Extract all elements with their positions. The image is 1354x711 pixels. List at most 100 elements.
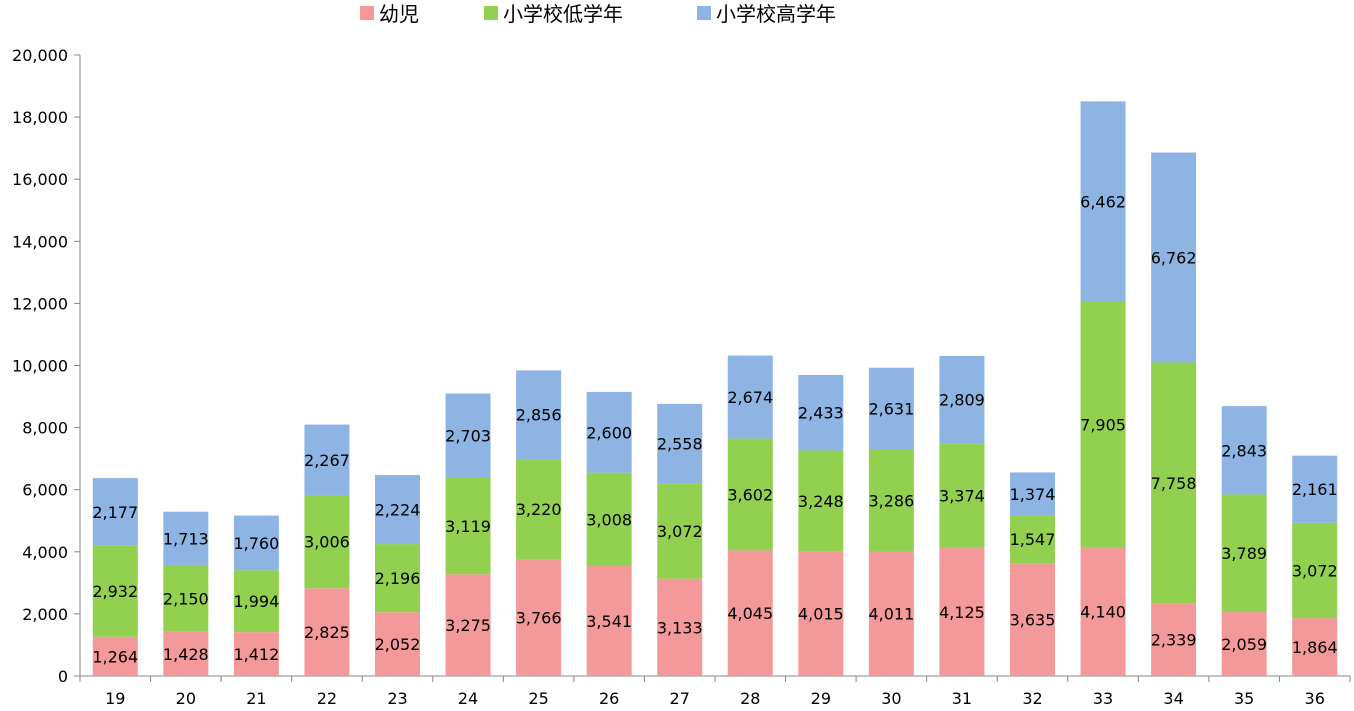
- bar-segment-1: [939, 547, 985, 676]
- data-label: 3,119: [445, 517, 491, 536]
- y-tick-label: 0: [58, 667, 68, 686]
- data-label: 3,766: [516, 609, 562, 628]
- data-label: 4,045: [727, 604, 773, 623]
- bar-segment-2: [939, 443, 985, 548]
- data-label: 1,864: [1292, 638, 1338, 657]
- data-label: 1,264: [92, 647, 138, 666]
- bar-segment-2: [586, 472, 632, 567]
- bar-segment-1: [92, 636, 138, 676]
- data-label: 6,462: [1080, 193, 1126, 212]
- x-tick-label: 29: [811, 689, 831, 708]
- data-label: 6,762: [1151, 249, 1197, 268]
- bar-segment-3: [586, 391, 632, 473]
- data-label: 1,412: [233, 645, 279, 664]
- x-tick-label: 27: [670, 689, 690, 708]
- data-label: 2,809: [939, 391, 985, 410]
- x-axis: 19 20 21 22 23 24 25 26 27 28 29 30 31 32 33 34 35 36: [79, 675, 1351, 708]
- data-label: 3,006: [304, 533, 350, 552]
- bar-segment-2: [868, 449, 914, 552]
- bar-segment-1: [586, 566, 632, 676]
- data-label: 1,428: [163, 645, 209, 664]
- data-label: 4,125: [939, 603, 985, 622]
- bar-segment-2: [304, 494, 350, 589]
- data-label: 2,600: [586, 423, 632, 442]
- bar-segment-3: [1151, 152, 1197, 363]
- bar-segment-2: [727, 438, 773, 551]
- bar-segment-3: [727, 355, 773, 439]
- data-label: 1,374: [1010, 485, 1056, 504]
- bar-segment-3: [868, 367, 914, 450]
- bar-segment-1: [727, 550, 773, 676]
- bar-segment-3: [1010, 472, 1055, 516]
- data-label: 2,558: [657, 435, 703, 454]
- bar-segment-1: [233, 632, 279, 676]
- bar-segment-3: [939, 355, 985, 444]
- bar-segment-2: [1010, 515, 1055, 564]
- y-tick-label: 4,000: [22, 543, 68, 562]
- data-label: 7,905: [1080, 416, 1126, 435]
- bar-segment-3: [445, 393, 491, 478]
- x-tick-label: 33: [1093, 689, 1113, 708]
- data-label: 2,843: [1221, 441, 1267, 460]
- bar-segment-3: [516, 370, 562, 460]
- data-label: 2,177: [92, 503, 138, 522]
- x-tick-label: 30: [881, 689, 901, 708]
- bar-segment-1: [1292, 618, 1338, 676]
- bar-segment-1: [868, 551, 914, 676]
- data-label: 7,758: [1151, 474, 1197, 493]
- data-label: 2,196: [375, 569, 421, 588]
- bar-segment-1: [657, 578, 703, 676]
- data-label: 1,547: [1010, 530, 1056, 549]
- bar-segment-2: [92, 545, 138, 637]
- y-tick-label: 10,000: [12, 357, 68, 376]
- bar-segment-3: [92, 478, 138, 546]
- bar-segment-3: [375, 475, 420, 545]
- bar-segment-3: [233, 515, 279, 571]
- bar-segment-1: [1010, 563, 1055, 676]
- x-tick-label: 34: [1163, 689, 1183, 708]
- bar-segment-1: [445, 574, 491, 676]
- y-tick-label: 2,000: [22, 605, 68, 624]
- bar-segment-1: [1221, 612, 1267, 676]
- data-label: 2,267: [304, 451, 350, 470]
- bar-segment-2: [1151, 362, 1197, 604]
- data-label: 3,275: [445, 616, 491, 635]
- bar-segment-1: [516, 559, 562, 676]
- bar-segment-3: [798, 374, 844, 451]
- bar-segment-2: [798, 450, 844, 552]
- bar-segment-3: [1221, 406, 1267, 495]
- bar-segment-3: [304, 424, 350, 495]
- data-label: 2,631: [868, 400, 914, 419]
- x-tick-label: 32: [1022, 689, 1042, 708]
- legend-swatch: [484, 6, 498, 20]
- y-tick-label: 16,000: [12, 170, 68, 189]
- legend-swatch: [697, 6, 711, 20]
- y-tick-label: 6,000: [22, 481, 68, 500]
- y-tick-label: 12,000: [12, 294, 68, 313]
- y-axis: 0 2,000 4,000 6,000 8,000 10,000 12,000 14,000 1…: [12, 46, 81, 686]
- bar-segment-2: [163, 564, 209, 632]
- data-label: 2,150: [163, 589, 209, 608]
- x-tick-label: 28: [740, 689, 760, 708]
- y-tick-label: 18,000: [12, 108, 68, 127]
- y-tick-label: 14,000: [12, 232, 68, 251]
- data-label: 3,133: [657, 618, 703, 637]
- bars: [92, 101, 1338, 676]
- data-label: 3,602: [727, 485, 773, 504]
- data-label: 3,248: [798, 492, 844, 511]
- bar-segment-1: [304, 588, 350, 676]
- data-label: 2,059: [1221, 635, 1267, 654]
- data-label: 2,052: [375, 635, 421, 654]
- x-tick-label: 23: [387, 689, 407, 708]
- data-label: 2,339: [1151, 631, 1197, 650]
- data-label: 3,789: [1221, 544, 1267, 563]
- x-tick-label: 36: [1305, 689, 1325, 708]
- bar-segment-2: [445, 477, 491, 575]
- data-label: 2,433: [798, 404, 844, 423]
- y-tick-label: 20,000: [12, 46, 68, 65]
- bar-segment-3: [657, 403, 703, 484]
- bar-segment-1: [163, 631, 209, 676]
- bar-segment-1: [375, 612, 420, 676]
- data-label: 1,994: [233, 592, 279, 611]
